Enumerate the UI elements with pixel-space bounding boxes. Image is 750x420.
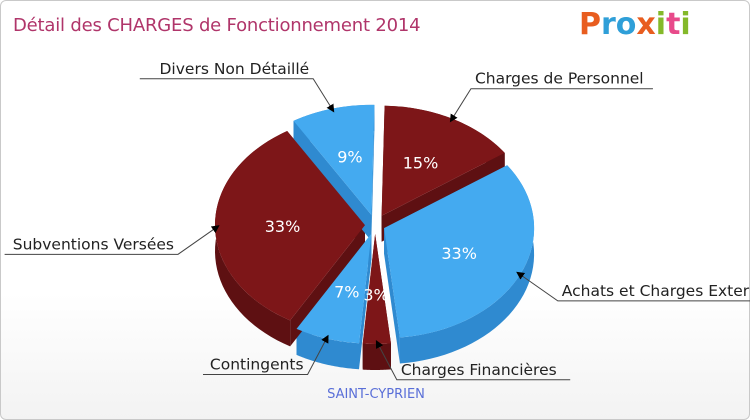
category-label: Divers Non Détaillé — [160, 60, 310, 78]
pie-slice-wall — [371, 104, 375, 241]
logo-letter: P — [579, 7, 601, 42]
logo-letter: o — [615, 7, 637, 42]
logo-letter: t — [666, 7, 681, 42]
leader-line — [449, 88, 653, 123]
leader-line — [4, 225, 220, 255]
slice-percentage-label: 33% — [441, 244, 477, 263]
slices-layer — [215, 104, 535, 370]
slice-percentage-label: 33% — [265, 217, 301, 236]
pie-slice-wall — [384, 228, 400, 364]
category-label: Contingents — [210, 355, 304, 373]
slice-percentage-label: 3% — [363, 285, 388, 304]
leader-line — [202, 334, 329, 375]
pie-slice-side — [296, 328, 360, 370]
pie-slice-subventions-vers-es — [215, 131, 366, 321]
commune-label: SAINT-CYPRIEN — [327, 387, 425, 402]
pie-slice-wall — [359, 233, 372, 370]
slice-percentage-label: 7% — [334, 282, 359, 301]
leader-line — [375, 340, 571, 381]
leader-line — [516, 271, 750, 302]
pie-slice-side — [399, 165, 535, 364]
pie-slice-contingents — [296, 233, 372, 344]
chart-title: Détail des CHARGES de Fonctionnement 201… — [13, 15, 421, 36]
logo-letter: i — [655, 7, 667, 42]
category-label: Charges Financières — [401, 361, 557, 379]
category-label: Charges de Personnel — [475, 70, 644, 88]
logo-letter: x — [636, 7, 656, 42]
pie-slice-charges-financi-res — [362, 233, 391, 344]
category-label: Achats et Charges Externes — [562, 282, 750, 300]
slice-percentage-label: 15% — [403, 153, 439, 172]
logo-letter: i — [680, 7, 691, 42]
leader-line — [139, 78, 335, 113]
category-label: Subventions Versées — [13, 235, 174, 253]
pie-slice-achats-et-charges-externes — [384, 165, 535, 338]
proxiti-logo: Proxiti — [579, 7, 691, 42]
logo-letter: r — [601, 7, 616, 42]
pie-slice-side — [362, 343, 391, 370]
pie-slice-charges-de-personnel — [381, 105, 505, 216]
slice-percentage-label: 9% — [337, 147, 362, 166]
pie-slice-divers-non-d-taill- — [293, 104, 375, 215]
labels-layer: 15% 33% 3%7% 33% 9% Charges de Personnel Achat… — [4, 60, 750, 381]
